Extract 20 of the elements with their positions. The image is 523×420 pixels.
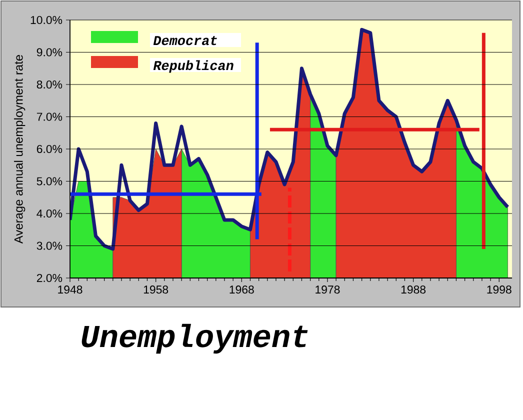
x-tick-label: 1988 xyxy=(401,286,426,294)
legend-label: Democrat xyxy=(153,36,217,46)
y-tick-label: 2.0% xyxy=(36,274,62,282)
x-tick-label: 1958 xyxy=(144,286,168,294)
text: Unemployment xyxy=(82,324,308,354)
y-tick-label: 10.0% xyxy=(30,16,62,24)
y-tick-label: 9.0% xyxy=(36,48,62,56)
y-tick-label: 3.0% xyxy=(36,242,62,250)
x-tick-label: 1948 xyxy=(58,286,82,294)
legend-label: Republican xyxy=(153,60,234,73)
x-tick-label: 1968 xyxy=(230,286,254,294)
x-tick-label: 1978 xyxy=(316,286,340,294)
x-tick-label: 1998 xyxy=(487,286,512,294)
y-axis-title: Average annual unemployment rate xyxy=(14,54,26,244)
y-tick-label: 5.0% xyxy=(36,177,62,186)
y-tick-label: 8.0% xyxy=(36,80,62,89)
y-tick-label: 7.0% xyxy=(36,112,62,121)
y-tick-label: 4.0% xyxy=(36,209,62,218)
line-series xyxy=(70,28,510,251)
y-tick-label: 6.0% xyxy=(36,144,62,154)
